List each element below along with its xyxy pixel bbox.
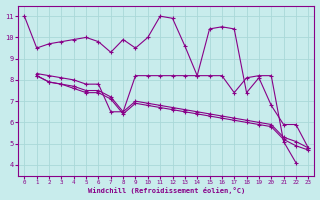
X-axis label: Windchill (Refroidissement éolien,°C): Windchill (Refroidissement éolien,°C) (88, 187, 245, 194)
